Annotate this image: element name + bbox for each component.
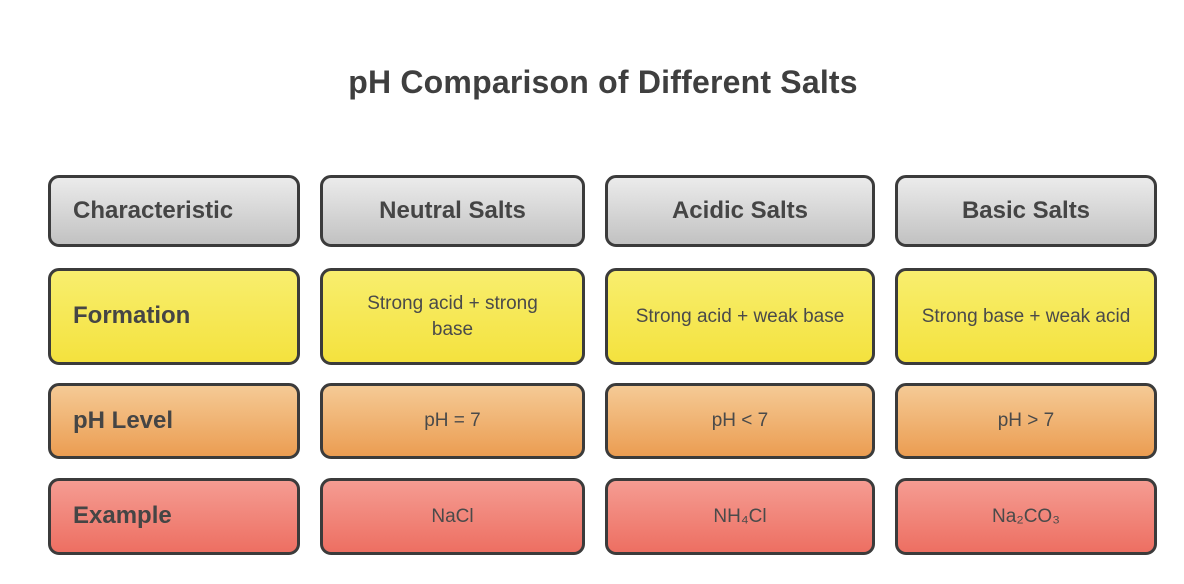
header-cell-neutral-salts: Neutral Salts	[320, 175, 585, 247]
comparison-table: Characteristic Neutral Salts Acidic Salt…	[48, 175, 1157, 555]
cell-text: Acidic Salts	[671, 196, 809, 224]
label-cell-example: Example	[48, 478, 300, 555]
cell-text: NaCl	[431, 505, 474, 527]
cell-text: Formation	[73, 302, 191, 330]
cell-acidic-formation: Strong acid + weak base	[605, 268, 875, 365]
cell-text: Characteristic	[73, 196, 234, 224]
cell-text: Na₂CO₃	[992, 505, 1060, 527]
cell-text: Strong base + weak acid	[921, 305, 1131, 327]
cell-neutral-formation: Strong acid + strong base	[320, 268, 585, 365]
label-cell-ph-level: pH Level	[48, 383, 300, 459]
cell-text: pH < 7	[711, 410, 769, 432]
cell-acidic-ph: pH < 7	[605, 383, 875, 459]
label-cell-formation: Formation	[48, 268, 300, 365]
cell-text: Neutral Salts	[379, 196, 526, 224]
header-cell-basic-salts: Basic Salts	[895, 175, 1157, 247]
table-row-header: Characteristic Neutral Salts Acidic Salt…	[48, 175, 1157, 247]
cell-text: Strong acid + strong base	[367, 292, 538, 340]
cell-text: pH > 7	[997, 410, 1055, 432]
cell-basic-example: Na₂CO₃	[895, 478, 1157, 555]
cell-text: Strong acid + weak base	[635, 305, 845, 327]
page-title: pH Comparison of Different Salts	[348, 64, 858, 100]
cell-text: Example	[73, 502, 172, 530]
cell-basic-ph: pH > 7	[895, 383, 1157, 459]
cell-text: Basic Salts	[961, 196, 1091, 224]
table-row-formation: Formation Strong acid + strong base Stro…	[48, 268, 1157, 365]
header-cell-acidic-salts: Acidic Salts	[605, 175, 875, 247]
cell-text: pH Level	[73, 406, 174, 434]
cell-neutral-example: NaCl	[320, 478, 585, 555]
cell-basic-formation: Strong base + weak acid	[895, 268, 1157, 365]
cell-text: NH₄Cl	[713, 505, 767, 527]
cell-text: pH = 7	[424, 410, 481, 432]
cell-neutral-ph: pH = 7	[320, 383, 585, 459]
table-row-ph-level: pH Level pH = 7 pH < 7 pH > 7	[48, 383, 1157, 459]
header-cell-characteristic: Characteristic	[48, 175, 300, 247]
table-row-example: Example NaCl NH₄Cl Na₂CO₃	[48, 478, 1157, 555]
cell-acidic-example: NH₄Cl	[605, 478, 875, 555]
